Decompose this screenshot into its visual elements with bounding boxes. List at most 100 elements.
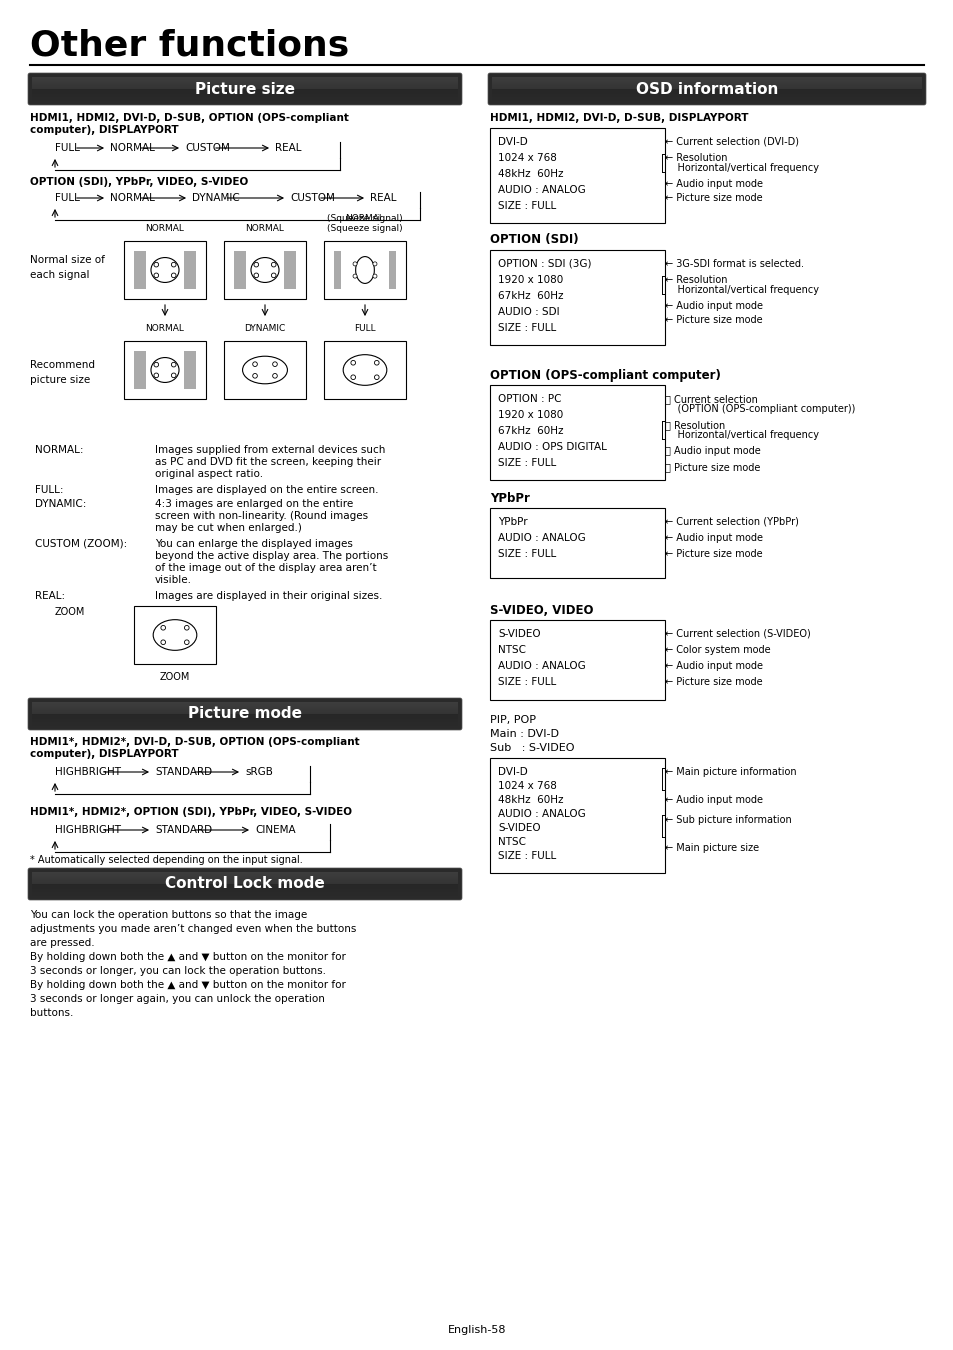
Text: 4:3 images are enlarged on the entire: 4:3 images are enlarged on the entire	[154, 500, 353, 509]
Circle shape	[273, 374, 277, 378]
Circle shape	[172, 373, 176, 378]
Text: ← Color system mode: ← Color system mode	[664, 645, 770, 655]
Text: * Automatically selected depending on the input signal.: * Automatically selected depending on th…	[30, 855, 302, 865]
Text: OPTION : PC: OPTION : PC	[497, 394, 561, 404]
Text: AUDIO : ANALOG: AUDIO : ANALOG	[497, 533, 585, 543]
Text: YPbPr: YPbPr	[497, 517, 527, 526]
Text: are pressed.: are pressed.	[30, 938, 94, 948]
Text: REAL:: REAL:	[35, 591, 65, 601]
Text: FULL:: FULL:	[35, 485, 64, 495]
Text: SIZE : FULL: SIZE : FULL	[497, 850, 556, 861]
Text: NTSC: NTSC	[497, 645, 525, 655]
Text: adjustments you made aren’t changed even when the buttons: adjustments you made aren’t changed even…	[30, 923, 356, 934]
Ellipse shape	[355, 256, 374, 284]
Text: AUDIO : ANALOG: AUDIO : ANALOG	[497, 185, 585, 194]
Text: REAL: REAL	[274, 143, 301, 153]
Bar	[124, 342, 206, 400]
FancyBboxPatch shape	[28, 868, 461, 900]
Text: ← Sub picture information: ← Sub picture information	[664, 815, 791, 825]
Ellipse shape	[151, 358, 179, 382]
Text: (OPTION (OPS-compliant computer)): (OPTION (OPS-compliant computer))	[664, 404, 855, 414]
Text: DYNAMIC: DYNAMIC	[192, 193, 239, 202]
Bar	[224, 242, 306, 298]
Text: Images supplied from external devices such: Images supplied from external devices su…	[154, 446, 385, 455]
Circle shape	[172, 262, 176, 267]
Text: OPTION (SDI), YPbPr, VIDEO, S-VIDEO: OPTION (SDI), YPbPr, VIDEO, S-VIDEO	[30, 177, 248, 188]
Circle shape	[375, 360, 378, 365]
Text: computer), DISPLAYPORT: computer), DISPLAYPORT	[30, 126, 178, 135]
Circle shape	[273, 362, 277, 366]
Text: NORMAL: NORMAL	[146, 224, 184, 234]
Text: Horizontal/vertical frequency: Horizontal/vertical frequency	[664, 163, 818, 173]
Circle shape	[253, 273, 258, 278]
Text: FULL: FULL	[354, 324, 375, 333]
Text: 1024 x 768: 1024 x 768	[497, 782, 557, 791]
Text: OPTION (OPS-compliant computer): OPTION (OPS-compliant computer)	[490, 369, 720, 382]
Text: NORMAL: NORMAL	[146, 324, 184, 333]
Circle shape	[271, 273, 275, 278]
Text: English-58: English-58	[447, 1324, 506, 1335]
Bar	[490, 250, 664, 346]
Text: ← Picture size mode: ← Picture size mode	[664, 315, 761, 325]
Text: NORMAL:: NORMAL:	[35, 446, 84, 455]
Bar	[133, 606, 215, 664]
Bar	[224, 342, 306, 400]
Bar	[334, 251, 341, 289]
Text: DVI-D: DVI-D	[497, 136, 527, 147]
Text: Picture mode: Picture mode	[188, 706, 302, 721]
Text: of the image out of the display area aren’t: of the image out of the display area are…	[154, 563, 376, 572]
Text: CUSTOM (ZOOM):: CUSTOM (ZOOM):	[35, 539, 127, 549]
Text: By holding down both the ▲ and ▼ button on the monitor for: By holding down both the ▲ and ▼ button …	[30, 980, 346, 990]
Bar	[324, 342, 406, 400]
Circle shape	[373, 274, 376, 278]
Text: may be cut when enlarged.): may be cut when enlarged.)	[154, 522, 301, 533]
Text: ⮡ Current selection: ⮡ Current selection	[664, 394, 757, 404]
Circle shape	[184, 625, 189, 630]
Ellipse shape	[242, 356, 287, 383]
Text: Picture size: Picture size	[194, 81, 294, 96]
Text: 48kHz  60Hz: 48kHz 60Hz	[497, 169, 563, 180]
Text: CINEMA: CINEMA	[254, 825, 295, 836]
Text: DVI-D: DVI-D	[497, 767, 527, 778]
Bar	[283, 251, 295, 289]
Circle shape	[351, 360, 355, 365]
Circle shape	[375, 375, 378, 379]
Text: AUDIO : OPS DIGITAL: AUDIO : OPS DIGITAL	[497, 441, 606, 452]
Text: STANDARD: STANDARD	[154, 825, 212, 836]
Circle shape	[253, 362, 257, 366]
Text: ⮡ Audio input mode: ⮡ Audio input mode	[664, 446, 760, 456]
Text: Control Lock mode: Control Lock mode	[165, 876, 325, 891]
Ellipse shape	[251, 258, 278, 282]
Text: Horizontal/vertical frequency: Horizontal/vertical frequency	[664, 431, 818, 440]
Text: buttons.: buttons.	[30, 1008, 73, 1018]
Text: ZOOM: ZOOM	[160, 672, 190, 682]
Text: screen with non-linearity. (Round images: screen with non-linearity. (Round images	[154, 512, 368, 521]
Text: 1024 x 768: 1024 x 768	[497, 153, 557, 163]
Ellipse shape	[153, 620, 196, 651]
Bar	[124, 242, 206, 298]
Text: YPbPr: YPbPr	[490, 491, 529, 505]
FancyBboxPatch shape	[28, 698, 461, 730]
Text: picture size: picture size	[30, 375, 91, 385]
Circle shape	[161, 625, 166, 630]
Text: 3 seconds or longer, you can lock the operation buttons.: 3 seconds or longer, you can lock the op…	[30, 967, 326, 976]
Ellipse shape	[343, 355, 386, 385]
Text: ← Picture size mode: ← Picture size mode	[664, 193, 761, 202]
Circle shape	[353, 262, 356, 266]
Circle shape	[153, 273, 158, 278]
Bar	[490, 620, 664, 701]
Text: STANDARD: STANDARD	[154, 767, 212, 778]
Text: ⮡ Resolution: ⮡ Resolution	[664, 420, 724, 431]
Bar	[324, 242, 406, 298]
Text: AUDIO : SDI: AUDIO : SDI	[497, 306, 559, 317]
Text: NTSC: NTSC	[497, 837, 525, 846]
Text: ← Main picture size: ← Main picture size	[664, 842, 759, 853]
Text: NORMAL: NORMAL	[245, 224, 284, 234]
Text: DYNAMIC: DYNAMIC	[244, 324, 285, 333]
Text: NORMAL: NORMAL	[110, 193, 154, 202]
Text: Sub   : S-VIDEO: Sub : S-VIDEO	[490, 743, 574, 753]
Text: Horizontal/vertical frequency: Horizontal/vertical frequency	[664, 285, 818, 296]
Text: each signal: each signal	[30, 270, 90, 279]
Text: sRGB: sRGB	[245, 767, 273, 778]
Bar	[490, 508, 664, 578]
